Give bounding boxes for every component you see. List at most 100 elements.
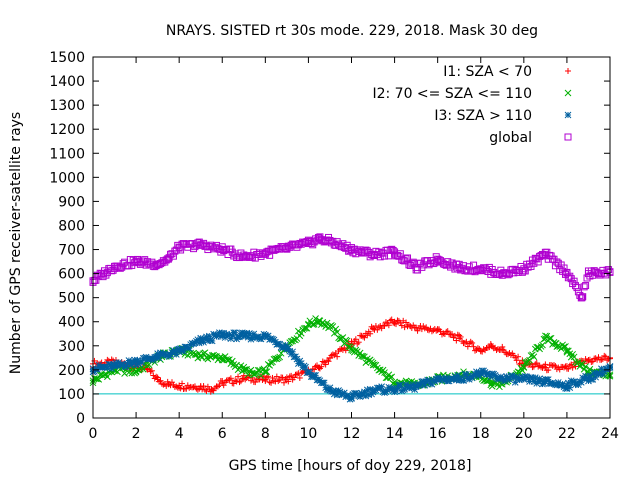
series-i1-sample <box>464 343 471 350</box>
series-i2-sample-d2 <box>312 315 319 322</box>
series-i1-sample <box>556 366 563 373</box>
series-i1-sample <box>515 353 522 360</box>
series-i1-sample <box>424 326 431 333</box>
series-i2-sample <box>295 327 302 335</box>
series-i2-sample-d2 <box>297 329 305 337</box>
series-i1-sample <box>390 319 397 326</box>
series-i1-sample <box>148 367 155 374</box>
series-i2-sample-d2 <box>577 360 585 368</box>
series-i2-sample-d2 <box>560 343 568 351</box>
series-i1-sample <box>252 379 259 386</box>
series-i3-sample-d2 <box>296 357 304 365</box>
series-i3-sample-d2 <box>559 380 566 388</box>
series-i2-sample-d2 <box>520 363 528 371</box>
series-i1-sample <box>535 363 542 370</box>
series-i3-sample-d2 <box>425 377 433 385</box>
series-i2-sample-d2 <box>363 355 371 363</box>
series-i2-sample <box>381 369 388 376</box>
series-i1-sample <box>179 380 186 387</box>
series-i1-sample <box>196 385 203 392</box>
series-i1-sample <box>262 378 269 385</box>
series-i1-sample <box>296 374 303 381</box>
series-i2-sample-d2 <box>343 337 351 345</box>
series-i2-sample-d2 <box>553 343 561 350</box>
series-i3-sample-d2 <box>438 375 446 383</box>
series-i1-sample <box>183 385 190 392</box>
series-i1-sample <box>285 378 292 385</box>
x-axis-label: GPS time [hours of doy 229, 2018] <box>229 458 472 474</box>
series-i2-sample <box>542 332 549 340</box>
series-i2-point-15-d2 <box>369 361 377 369</box>
series-i2-sample <box>276 353 284 361</box>
series-i1-sample <box>269 374 276 381</box>
series-i3-sample-d2 <box>231 329 239 337</box>
series-i3-sample <box>312 372 319 379</box>
series-i1-sample <box>447 331 454 338</box>
series-i2-sample-d2 <box>373 364 381 372</box>
series-i2-sample-d2 <box>345 343 352 350</box>
series-i3-sample-d2 <box>378 383 386 390</box>
series-i2-sample-d2 <box>295 327 302 335</box>
series-i3-sample-d2 <box>282 341 289 349</box>
series-i1-sample <box>263 374 270 381</box>
series-i2-sample-d2 <box>564 347 572 355</box>
series-i2-sample <box>310 321 318 328</box>
series-i3-sample-d2 <box>402 381 410 388</box>
series-i3-sample-d2 <box>286 347 294 355</box>
series-i1-sample <box>283 374 290 381</box>
series-i3-sample-d2 <box>326 384 334 392</box>
series-i2-sample-d2 <box>263 368 271 376</box>
series-i1-sample <box>393 321 400 328</box>
series-i2-sample-d2 <box>569 350 577 358</box>
series-i3-sample-d2 <box>530 378 538 385</box>
series-i3-sample <box>600 367 608 375</box>
series-i2-sample <box>388 373 396 381</box>
series-i2-sample-d2 <box>488 382 496 390</box>
series-i3-sample-d2 <box>236 333 243 341</box>
series-i2-sample <box>520 363 528 371</box>
series-i2-sample-d2 <box>228 357 236 365</box>
series-i3-sample-d2 <box>586 372 594 380</box>
series-i3-sample <box>378 383 386 390</box>
series-i2-sample-d2 <box>356 349 364 357</box>
series-i1-sample <box>173 383 180 390</box>
series-i2-sample <box>261 368 269 376</box>
series-i3-sample <box>402 381 410 388</box>
series-i1-sample <box>293 371 300 378</box>
series-i2-sample <box>343 337 351 345</box>
series-i2-sample <box>256 366 263 374</box>
series-i2-sample <box>333 328 341 336</box>
series-i3-sample-d2 <box>434 374 442 381</box>
series-i1-sample <box>176 384 183 391</box>
series-i2-sample-d2 <box>128 369 136 377</box>
series-i2-sample-d2 <box>211 352 219 360</box>
series-i1-sample <box>227 375 234 382</box>
series-i2-sample <box>526 356 533 364</box>
series-i3-sample-d2 <box>454 372 462 379</box>
series-i3-sample-d2 <box>175 345 183 353</box>
series-i1-sample <box>237 378 244 385</box>
series-i3-sample-d2 <box>570 378 578 386</box>
series-i1-sample <box>561 364 568 371</box>
series-i1-sample <box>505 351 512 358</box>
series-i2-sample-d2 <box>575 359 582 366</box>
series-i1-sample <box>273 373 280 380</box>
series-i2-sample-d2 <box>244 371 252 379</box>
series-i2-sample-d2 <box>221 353 229 360</box>
series-i2-sample <box>101 371 108 379</box>
series-i1-sample <box>223 377 230 384</box>
series-i1-sample <box>367 330 374 337</box>
series-i3-sample-d2 <box>283 345 291 353</box>
series-i2-sample <box>201 349 209 357</box>
series-i2-sample-d2 <box>309 321 317 328</box>
series-i1-sample <box>352 336 359 343</box>
series-i2-sample-d2 <box>523 358 531 366</box>
series-i1-sample <box>235 373 242 380</box>
series-i2-sample-d2 <box>261 368 269 376</box>
series-i1-sample <box>154 374 161 381</box>
series-i1-sample <box>318 363 325 370</box>
series-i2-sample <box>309 321 317 328</box>
series-i1-sample <box>456 332 463 339</box>
series-i2-sample-d2 <box>519 367 526 374</box>
series-i1-sample <box>236 379 243 386</box>
